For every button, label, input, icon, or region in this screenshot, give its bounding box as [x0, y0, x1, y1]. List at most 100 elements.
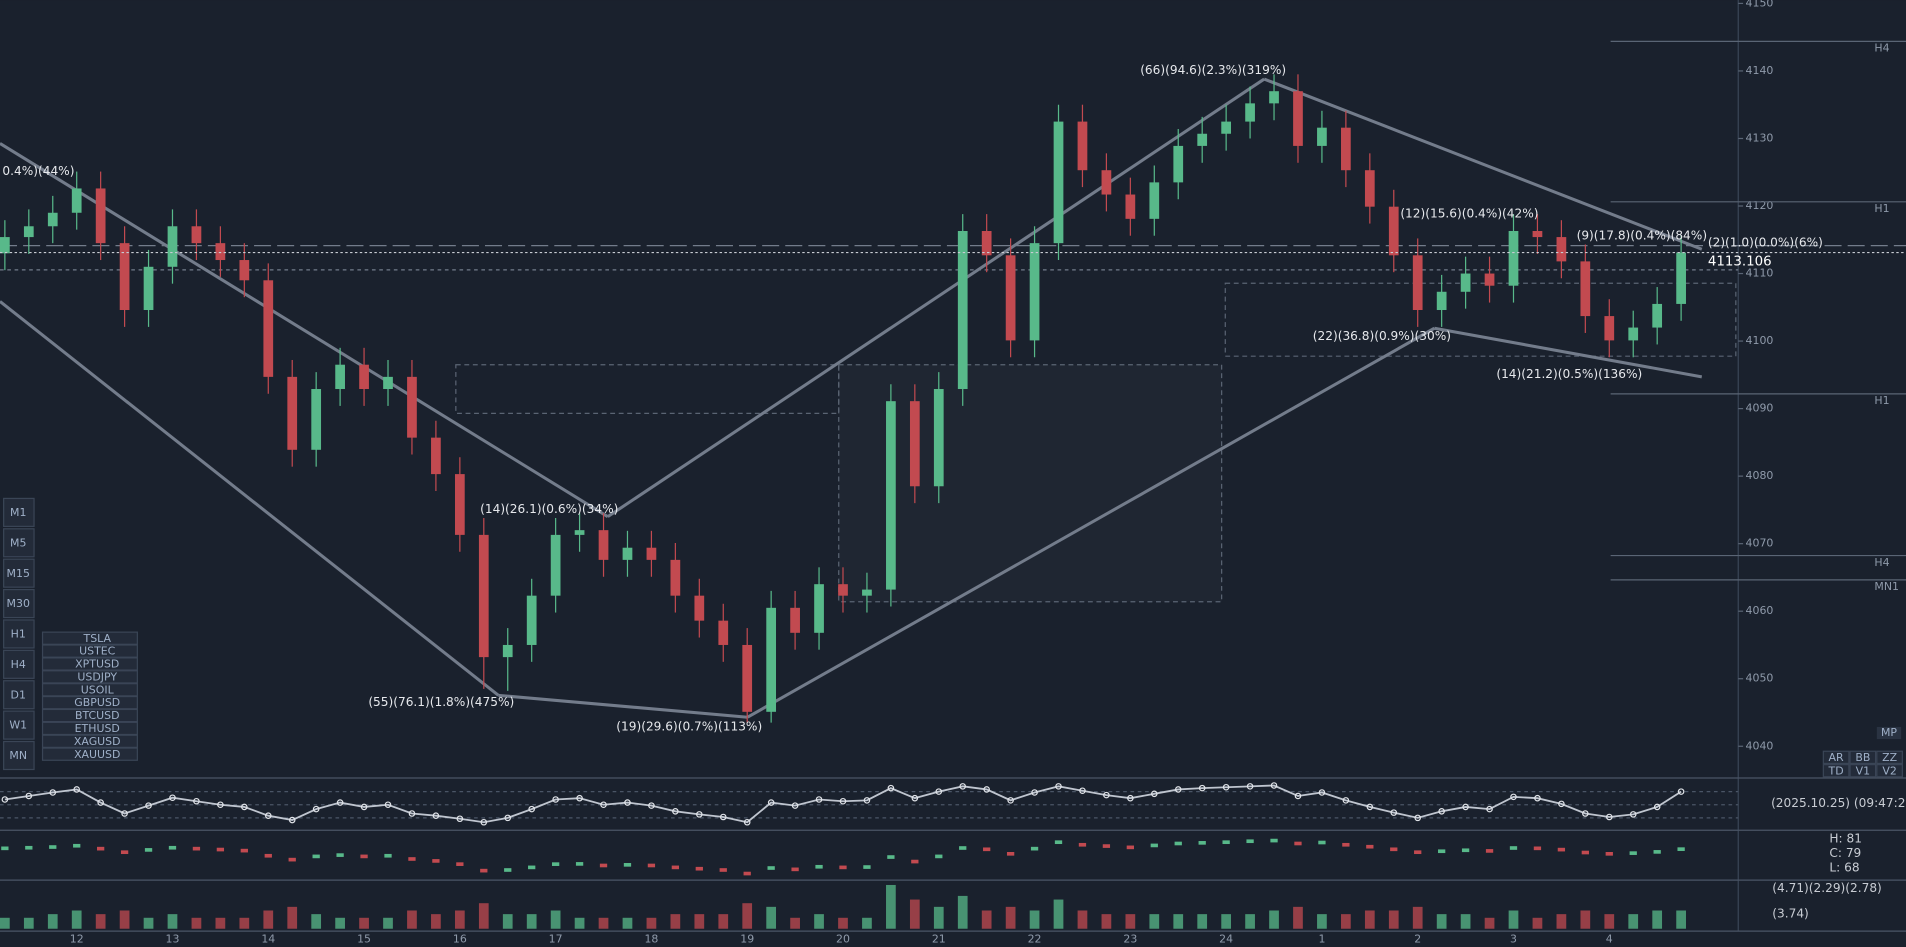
symbol-button[interactable] [41, 734, 138, 748]
timeframe-button[interactable] [3, 649, 35, 679]
symbol-label[interactable]: XPTUSD [75, 658, 119, 671]
candle-body [718, 620, 729, 645]
momentum-dot [25, 845, 33, 850]
oscillator-point [360, 803, 368, 811]
tool-button-label[interactable]: ZZ [1882, 751, 1897, 764]
volume-bar [407, 910, 417, 929]
symbol-label[interactable]: XAGUSD [74, 735, 121, 748]
oscillator-point [241, 803, 248, 811]
candle-body [119, 243, 130, 311]
timeframe-button[interactable] [3, 528, 35, 558]
timeframe-button[interactable] [3, 680, 35, 710]
timeframe-label[interactable]: D1 [11, 688, 26, 701]
symbol-label[interactable]: TSLA [83, 632, 112, 645]
oscillator-point [312, 805, 320, 813]
timeframe-label[interactable]: W1 [9, 719, 27, 732]
symbol-button[interactable] [41, 670, 138, 684]
momentum-dot [695, 866, 703, 871]
tool-button[interactable] [1876, 750, 1903, 765]
volume-bar [1005, 906, 1016, 929]
oscillator-point [935, 788, 943, 795]
momentum-dot [240, 848, 248, 853]
symbol-button[interactable] [41, 695, 138, 710]
symbol-label[interactable]: XAUUSD [74, 748, 120, 761]
oscillator-point [480, 818, 488, 826]
oscillator-point [1366, 803, 1374, 811]
oscillator-point [1677, 788, 1685, 795]
timeframe-button[interactable] [3, 710, 35, 740]
symbol-button[interactable] [41, 657, 138, 671]
timeframe-label[interactable]: M1 [10, 506, 26, 519]
candle-body [1125, 194, 1136, 219]
tool-button-label[interactable]: V2 [1882, 764, 1896, 777]
symbol-label[interactable]: USOIL [81, 683, 115, 696]
wave-annotation: (66)(94.6)(2.3%)(319%) [1140, 63, 1286, 77]
momentum-dot [1342, 842, 1350, 847]
timeframe-button[interactable] [3, 619, 35, 649]
candle-body [957, 230, 968, 390]
tool-button[interactable] [1849, 750, 1877, 765]
timeframe-label[interactable]: M15 [7, 567, 30, 580]
tool-button[interactable] [1822, 750, 1850, 765]
oscillator-point [815, 796, 823, 803]
momentum-dot [1294, 841, 1302, 846]
symbol-label[interactable]: BTCUSD [75, 709, 120, 722]
y-tick-label: 4150 [1746, 0, 1774, 9]
timeframe-button[interactable] [3, 588, 35, 619]
tool-button-label[interactable]: AR [1829, 751, 1844, 764]
symbol-button[interactable] [41, 721, 138, 736]
timeframe-label[interactable]: M30 [7, 597, 30, 610]
candle-body [1556, 237, 1567, 262]
volume-bar [1029, 910, 1040, 929]
wave-annotation: (14)(21.2)(0.5%)(136%) [1496, 367, 1642, 381]
oscillator-point [193, 797, 200, 805]
volume-bar [790, 917, 800, 929]
candle-body [1221, 121, 1231, 134]
momentum-dot [1246, 839, 1254, 844]
momentum-dot [384, 853, 392, 858]
oscillator-point [887, 784, 895, 792]
tool-button-label[interactable]: BB [1855, 751, 1870, 764]
timeframe-button[interactable] [3, 558, 35, 588]
momentum-dot [863, 865, 871, 869]
y-tick-label: 4040 [1746, 739, 1774, 752]
momentum-dot [288, 857, 296, 862]
timeframe-button[interactable] [3, 497, 35, 527]
tool-button-label[interactable]: TD [1828, 764, 1844, 777]
oscillator-point [1, 796, 9, 803]
timeframe-button[interactable] [3, 740, 35, 771]
momentum-dot [1054, 840, 1063, 845]
tool-button-label[interactable]: V1 [1856, 764, 1870, 777]
symbol-label[interactable]: USDJPY [77, 670, 117, 683]
symbol-label[interactable]: GBPUSD [74, 696, 120, 709]
timeframe-label[interactable]: H1 [11, 628, 26, 641]
momentum-dot [1390, 847, 1398, 852]
tool-button[interactable] [1849, 764, 1877, 778]
symbol-button[interactable] [41, 683, 138, 697]
timeframe-label[interactable]: MN [9, 749, 27, 762]
momentum-dot [767, 866, 775, 870]
momentum-dot [839, 865, 847, 870]
volume-bar [239, 917, 250, 929]
symbol-label[interactable]: USTEC [79, 645, 116, 658]
mode-button[interactable] [1876, 726, 1902, 740]
symbol-button[interactable] [41, 644, 138, 658]
tool-button[interactable] [1822, 764, 1850, 778]
timeframe-label[interactable]: M5 [10, 536, 26, 549]
timeframe-label[interactable]: H4 [11, 658, 26, 671]
symbol-button[interactable] [41, 631, 138, 645]
volume-bar [454, 910, 465, 929]
x-tick-label: 17 [549, 933, 563, 946]
x-tick-label: 22 [1028, 933, 1042, 946]
symbol-button[interactable] [41, 708, 138, 723]
oscillator-point [1174, 786, 1182, 793]
tool-button[interactable] [1876, 764, 1903, 778]
symbol-label[interactable]: ETHUSD [75, 722, 120, 735]
momentum-dot [815, 864, 823, 869]
mode-button-label[interactable]: MP [1881, 726, 1897, 739]
oscillator-point [1270, 782, 1278, 789]
momentum-dot [1509, 846, 1518, 850]
symbol-button[interactable] [41, 747, 138, 761]
candle-body [1604, 316, 1615, 341]
x-tick-label: 4 [1606, 933, 1613, 946]
